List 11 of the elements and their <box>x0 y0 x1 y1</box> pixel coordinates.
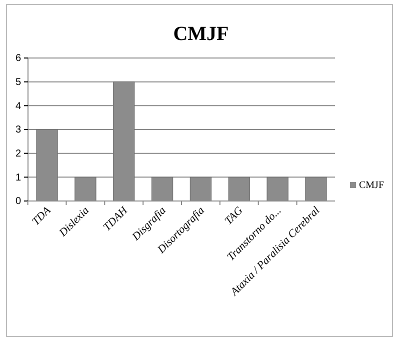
y-tick-label: 5 <box>15 77 22 88</box>
x-tick-label: TDA <box>30 204 54 228</box>
y-tick-label: 0 <box>15 196 22 208</box>
y-tick-label: 1 <box>15 172 22 184</box>
x-tick-label: TAG <box>222 204 246 228</box>
y-tick-label: 3 <box>15 124 22 136</box>
y-tick-label: 2 <box>15 148 22 160</box>
y-tick-label: 4 <box>15 100 22 112</box>
y-tick-label: 6 <box>15 53 22 64</box>
chart-title: CMJF <box>173 23 229 45</box>
legend-label: CMJF <box>359 180 384 191</box>
